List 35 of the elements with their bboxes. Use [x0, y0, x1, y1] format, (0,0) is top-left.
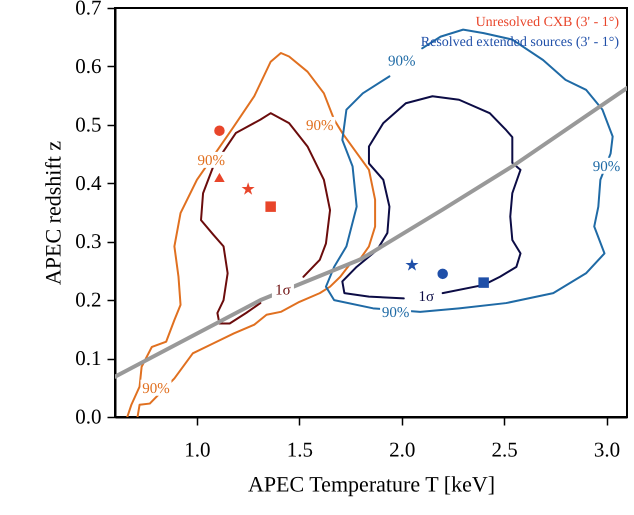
x-tick-label: 2.5: [491, 438, 518, 462]
annotation: 90%: [198, 152, 226, 169]
annotation: 90%: [388, 54, 416, 70]
y-tick-label: 0.5: [75, 112, 102, 136]
point: [214, 172, 225, 182]
annotation: 1σ: [275, 282, 291, 299]
y-tick-label: 0.2: [75, 288, 102, 312]
x-tick-label: 3.0: [594, 438, 620, 462]
x-axis-title: APEC Temperature T [keV]: [248, 472, 496, 496]
annotation: 1σ: [418, 289, 434, 306]
point: [478, 277, 489, 288]
point: [214, 125, 225, 136]
point: [265, 201, 276, 212]
point: [405, 258, 419, 271]
line-series: [126, 52, 376, 417]
y-tick-label: 0.0: [75, 404, 102, 428]
y-tick-label: 0.1: [75, 346, 102, 370]
line-series: [200, 112, 332, 325]
line-series: [115, 86, 627, 379]
point: [437, 268, 448, 280]
annotation: 90%: [306, 118, 334, 134]
point: [242, 182, 255, 195]
y-tick-label: 0.6: [75, 54, 102, 78]
annotation: 90%: [592, 158, 620, 175]
x-tick-label: 2.0: [389, 438, 416, 462]
x-tick-label: 1.0: [184, 438, 211, 462]
line-series: [341, 95, 522, 300]
y-tick-label: 0.7: [75, 0, 102, 20]
y-tick-label: 0.3: [75, 229, 102, 254]
annotation: 90%: [382, 304, 410, 321]
annotation: 90%: [142, 380, 170, 397]
text: Unresolved CXB (3' - 1°): [476, 15, 620, 30]
y-axis-title: APEC redshift z: [40, 140, 66, 286]
x-tick-label: 1.5: [286, 438, 313, 462]
y-tick-label: 0.4: [75, 170, 102, 195]
